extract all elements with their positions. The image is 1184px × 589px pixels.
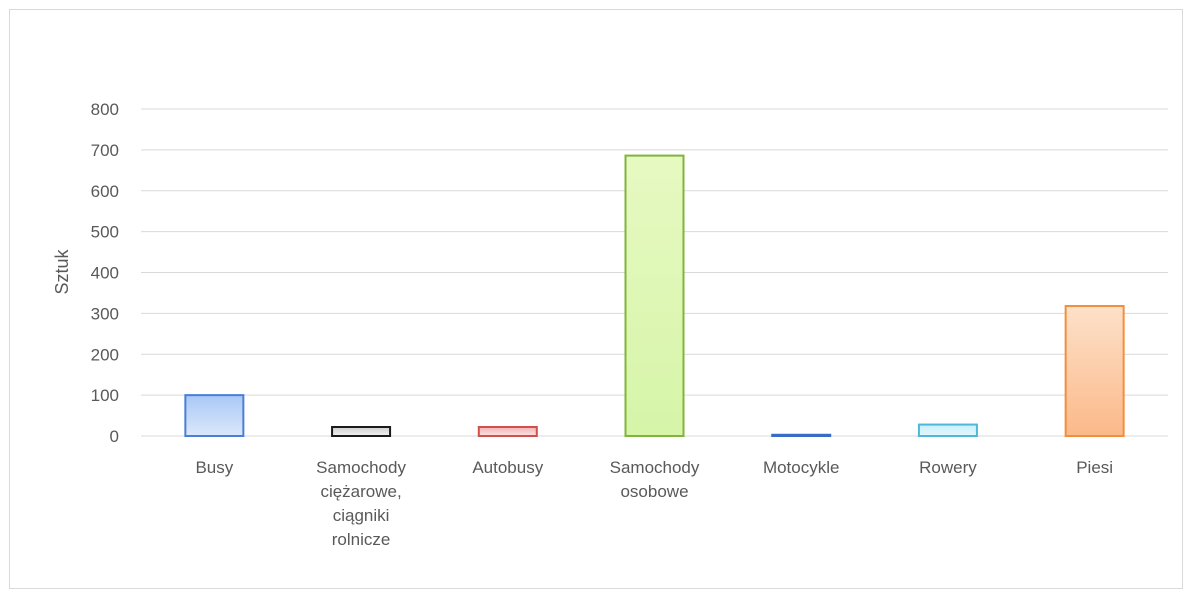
x-category-label-line: ciężarowe,	[320, 482, 401, 501]
y-tick-label: 600	[91, 182, 119, 201]
y-tick-label: 700	[91, 141, 119, 160]
y-tick-label: 100	[91, 386, 119, 405]
y-axis-title: Sztuk	[52, 248, 72, 294]
y-tick-label: 400	[91, 264, 119, 283]
x-category-label: Autobusy	[472, 458, 543, 477]
x-category-label-line: Autobusy	[472, 458, 543, 477]
chart-frame	[9, 9, 1183, 589]
bar	[184, 394, 245, 437]
y-tick-label: 0	[110, 427, 119, 446]
bars	[184, 154, 1125, 438]
x-category-label: Rowery	[919, 458, 977, 477]
x-category-label-line: Piesi	[1076, 458, 1113, 477]
y-tick-label: 200	[91, 345, 119, 364]
bar	[331, 426, 392, 438]
bar	[771, 433, 832, 437]
bar	[477, 426, 538, 438]
y-tick-label: 500	[91, 223, 119, 242]
x-category-label-line: Rowery	[919, 458, 977, 477]
bar	[624, 154, 685, 437]
x-category-label-line: Motocykle	[763, 458, 840, 477]
x-category-label: Motocykle	[763, 458, 840, 477]
x-category-label-line: Samochody	[316, 458, 406, 477]
x-category-label-line: ciągniki	[333, 506, 390, 525]
x-category-label: Busy	[195, 458, 233, 477]
y-tick-label: 300	[91, 304, 119, 323]
x-category-label: Samochody ciężarowe, ciągniki rolnicze	[316, 458, 406, 549]
y-axis-ticks: 0 100 200 300 400 500 600 700 800	[91, 100, 119, 446]
bar	[1064, 305, 1125, 437]
x-category-label-line: osobowe	[620, 482, 688, 501]
x-category-label-line: Busy	[195, 458, 233, 477]
y-tick-label: 800	[91, 100, 119, 119]
x-category-label: Samochody osobowe	[610, 458, 700, 501]
bar	[917, 423, 978, 437]
x-axis-categories: Busy Samochody ciężarowe, ciągniki rolnicze A…	[195, 458, 1113, 549]
x-category-label-line: Samochody	[610, 458, 700, 477]
x-category-label: Piesi	[1076, 458, 1113, 477]
x-category-label-line: rolnicze	[332, 530, 391, 549]
